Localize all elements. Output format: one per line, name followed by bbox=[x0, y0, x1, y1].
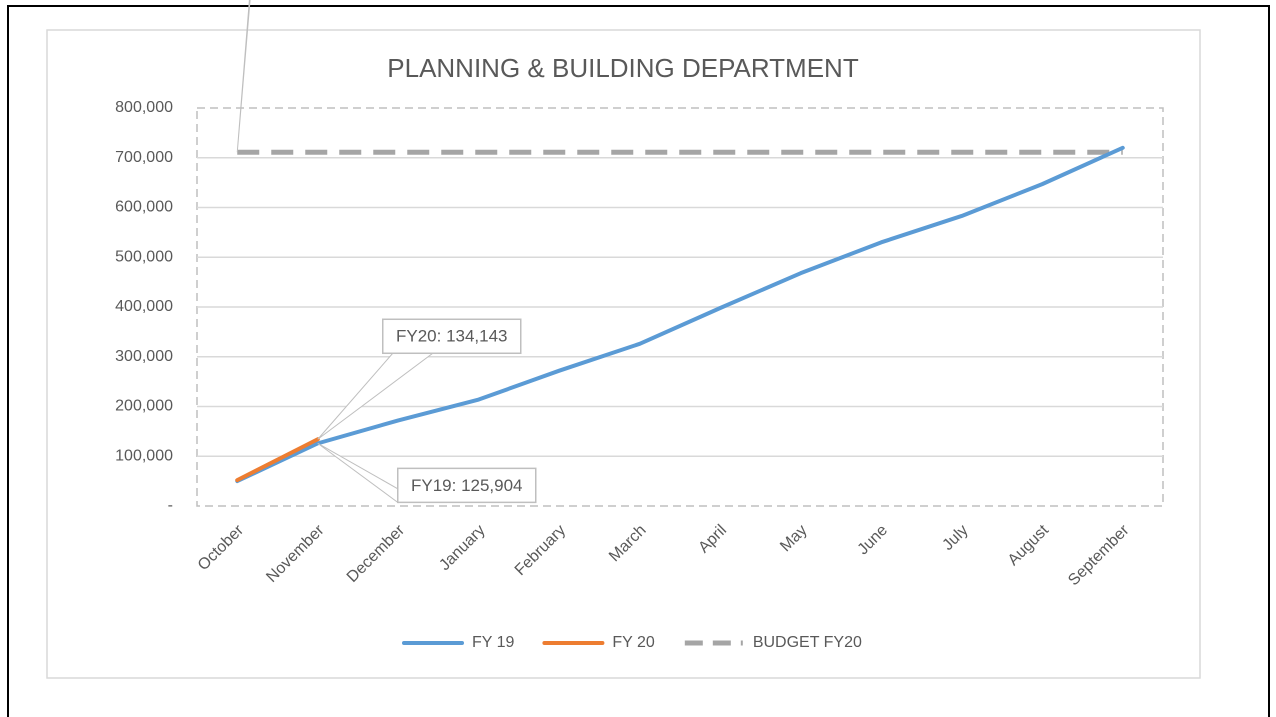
legend-label: BUDGET FY20 bbox=[753, 634, 862, 651]
chart-area bbox=[46, 29, 1201, 679]
line-series bbox=[235, 437, 320, 483]
legend-label: FY 20 bbox=[612, 634, 655, 651]
legend-label: FY 19 bbox=[472, 634, 515, 651]
y-tick-label: 500,000 bbox=[115, 248, 173, 265]
y-tick-label: 700,000 bbox=[115, 149, 173, 166]
y-tick-label: 800,000 bbox=[115, 99, 173, 116]
data-label: FY19: 125,904 bbox=[411, 476, 523, 495]
y-tick-label: 100,000 bbox=[115, 447, 173, 464]
y-tick-label: 400,000 bbox=[115, 298, 173, 315]
callout-box bbox=[382, 318, 522, 355]
y-tick-label: - bbox=[168, 497, 173, 514]
y-tick-label: 600,000 bbox=[115, 199, 173, 216]
y-tick-label: 300,000 bbox=[115, 348, 173, 365]
callout-leader bbox=[236, 0, 251, 153]
callout-box bbox=[397, 467, 537, 504]
y-tick-label: 200,000 bbox=[115, 398, 173, 415]
chart-title: PLANNING & BUILDING DEPARTMENT bbox=[387, 53, 859, 83]
line-series bbox=[235, 145, 1125, 484]
data-label: FY20: 134,143 bbox=[396, 327, 508, 346]
